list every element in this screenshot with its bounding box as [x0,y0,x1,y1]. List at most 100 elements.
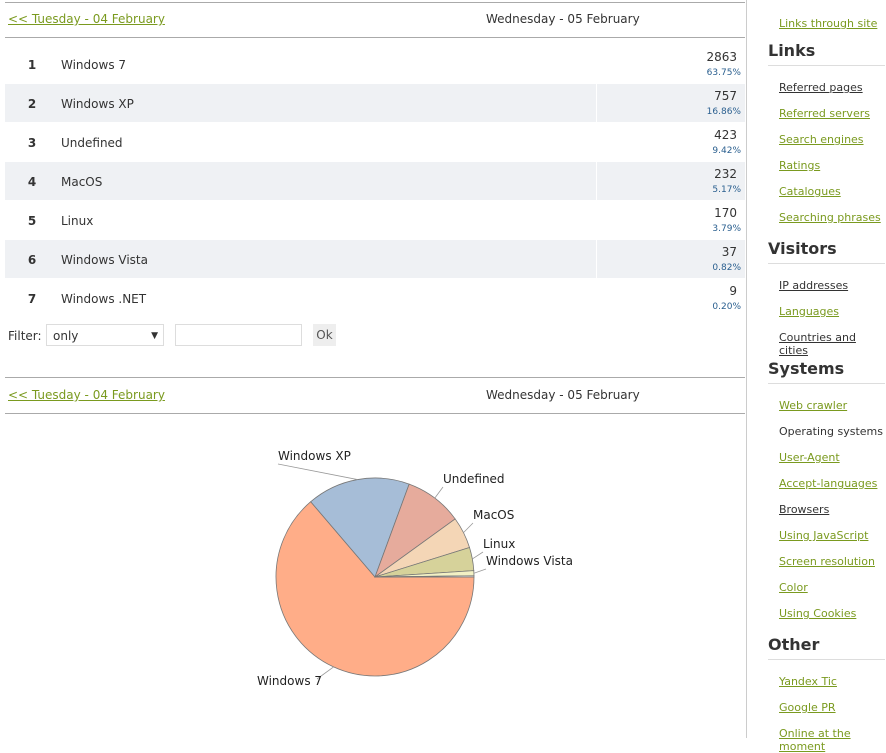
slice-label: Windows 7 [257,674,322,688]
sidebar-link[interactable]: Using Cookies [779,607,857,620]
section-heading: Links [768,41,816,60]
section-heading: Visitors [768,239,837,258]
divider [5,413,745,414]
rank: 1 [27,58,37,72]
column-divider [596,240,597,278]
divider [5,2,745,3]
ok-button[interactable]: Ok [313,324,336,346]
count: 37 [721,245,737,259]
slice-label: Windows Vista [486,554,573,568]
leader-line [463,522,474,533]
current-day: Wednesday - 05 February [486,12,640,26]
percent: 3.79% [712,224,741,234]
os-name: MacOS [61,175,103,189]
os-name: Undefined [61,136,123,150]
percent: 0.20% [712,302,741,312]
sidebar-link[interactable]: Yandex Tic [779,675,837,688]
count: 170 [714,206,737,220]
section-rule [768,383,885,384]
section-heading: Systems [768,359,845,378]
sidebar-link[interactable]: Using JavaScript [779,529,869,542]
sidebar-link[interactable]: Countries and cities [779,331,856,357]
pie-chart: Windows 7 Windows XP Undefined MacOS Linux Wi… [257,449,573,688]
rank: 4 [27,175,37,189]
filter-input[interactable] [175,324,302,346]
sidebar-link[interactable]: IP addresses [779,279,849,292]
rank: 6 [27,253,37,267]
os-name: Windows 7 [61,58,127,72]
leader-line [277,463,358,480]
percent: 5.17% [712,185,741,195]
sidebar-link[interactable]: User-Agent [779,451,840,464]
column-divider [596,162,597,200]
sidebar-link[interactable]: Catalogues [779,185,841,198]
os-name: Windows XP [61,97,134,111]
section-heading: Other [768,635,820,654]
count: 232 [714,167,737,181]
slice-label: Undefined [443,472,505,486]
rank: 5 [27,214,37,228]
percent: 63.75% [706,68,741,78]
count: 9 [729,284,737,298]
sidebar-link: Operating systems [779,425,883,438]
sidebar-link[interactable]: Ratings [779,159,821,172]
divider [5,377,745,378]
slice-label: Windows XP [278,449,351,463]
rank: 2 [27,97,37,111]
slice-label: Linux [483,537,515,551]
rank: 3 [27,136,37,150]
sidebar-link[interactable]: Referred pages [779,81,863,94]
sidebar-link[interactable]: Online at the moment [779,727,851,753]
prev-day-link[interactable]: << Tuesday - 04 February [8,12,165,26]
sidebar-link[interactable]: Color [779,581,808,594]
table-row: 2 Windows XP 757 16.86% [5,84,745,122]
percent: 9.42% [712,146,741,156]
percent: 0.82% [712,263,741,273]
section-rule [768,659,885,660]
section-rule [768,263,885,264]
sidebar-link[interactable]: Languages [779,305,840,318]
filter-select-value: only [53,329,79,343]
sidebar-link[interactable]: Referred servers [779,107,870,120]
divider [5,37,745,38]
current-day: Wednesday - 05 February [486,388,640,402]
section-rule [768,65,885,66]
pie-slice [310,477,410,578]
pie-slice [374,575,475,578]
sidebar-link[interactable]: Browsers [779,503,830,516]
table-row: 4 MacOS 232 5.17% [5,162,745,200]
table-row: 6 Windows Vista 37 0.82% [5,240,745,278]
rank: 7 [27,292,37,306]
sidebar-link[interactable]: Searching phrases [779,211,881,224]
sidebar-link[interactable]: Google PR [779,701,836,714]
dropdown-arrow: ▼ [151,331,158,341]
sidebar-link[interactable]: Links through site [779,17,878,30]
leader-line [434,486,444,499]
os-name: Windows Vista [61,253,148,267]
table-row: 1 Windows 7 2863 63.75% [5,45,745,83]
count: 757 [714,89,737,103]
slice-label: MacOS [473,508,514,522]
count: 423 [714,128,737,142]
table-row: 7 Windows .NET 9 0.20% [5,279,745,317]
os-name: Linux [61,214,94,228]
sidebar-link[interactable]: Web crawler [779,399,848,412]
sidebar-link[interactable]: Screen resolution [779,555,875,568]
leader-line [473,568,487,574]
filter-select[interactable]: only ▼ [46,324,164,346]
leader-line [472,551,484,560]
sidebar-link[interactable]: Search engines [779,133,864,146]
prev-day-link[interactable]: << Tuesday - 04 February [8,388,165,402]
column-divider [596,84,597,122]
table-row: 5 Linux 170 3.79% [5,201,745,239]
filter-label: Filter: [8,329,42,343]
sidebar-link[interactable]: Accept-languages [779,477,878,490]
percent: 16.86% [706,107,741,117]
sidebar: Links through site Links Referred pages Re… [746,0,886,753]
count: 2863 [706,50,737,64]
table-row: 3 Undefined 423 9.42% [5,123,745,161]
pie-slice [275,501,475,677]
os-name: Windows .NET [61,292,147,306]
leader-line [316,666,334,680]
